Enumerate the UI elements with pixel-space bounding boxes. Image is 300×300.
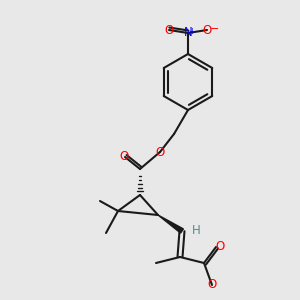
Text: O: O (202, 23, 211, 37)
Text: N: N (184, 26, 192, 40)
Text: O: O (155, 146, 165, 158)
Text: −: − (210, 24, 220, 34)
Polygon shape (158, 215, 183, 233)
Text: O: O (215, 241, 225, 254)
Text: O: O (164, 23, 174, 37)
Text: +: + (189, 26, 195, 35)
Text: H: H (192, 224, 200, 238)
Text: O: O (207, 278, 217, 292)
Text: O: O (119, 151, 129, 164)
